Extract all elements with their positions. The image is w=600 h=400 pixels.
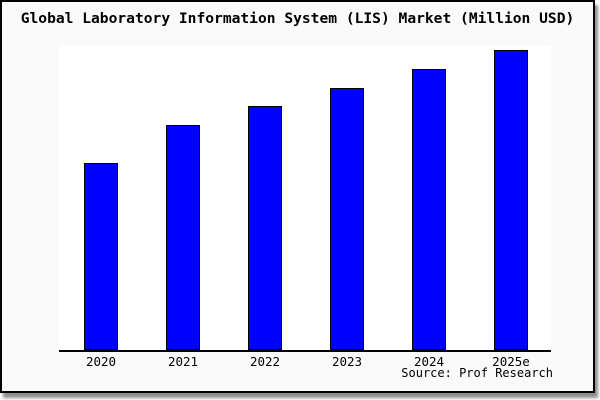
plot-area [59, 45, 551, 352]
x-tick-label-2025e: 2025e [492, 354, 530, 369]
x-tick-label-2023: 2023 [331, 354, 363, 369]
source-credit: Source: Prof Research [401, 366, 553, 380]
chart-frame: Global Laboratory Information System (LI… [0, 0, 595, 393]
bar-2024 [412, 69, 446, 350]
x-tick-label-2020: 2020 [85, 354, 117, 369]
x-tick-label-2024: 2024 [413, 354, 445, 369]
x-tick-label-2022: 2022 [249, 354, 281, 369]
bar-2022 [248, 106, 282, 350]
x-tick-label-2021: 2021 [167, 354, 199, 369]
bar-2020 [84, 163, 118, 350]
bar-2025e [494, 50, 528, 350]
bar-2021 [166, 125, 200, 350]
bar-2023 [330, 88, 364, 350]
chart-title: Global Laboratory Information System (LI… [20, 10, 575, 27]
